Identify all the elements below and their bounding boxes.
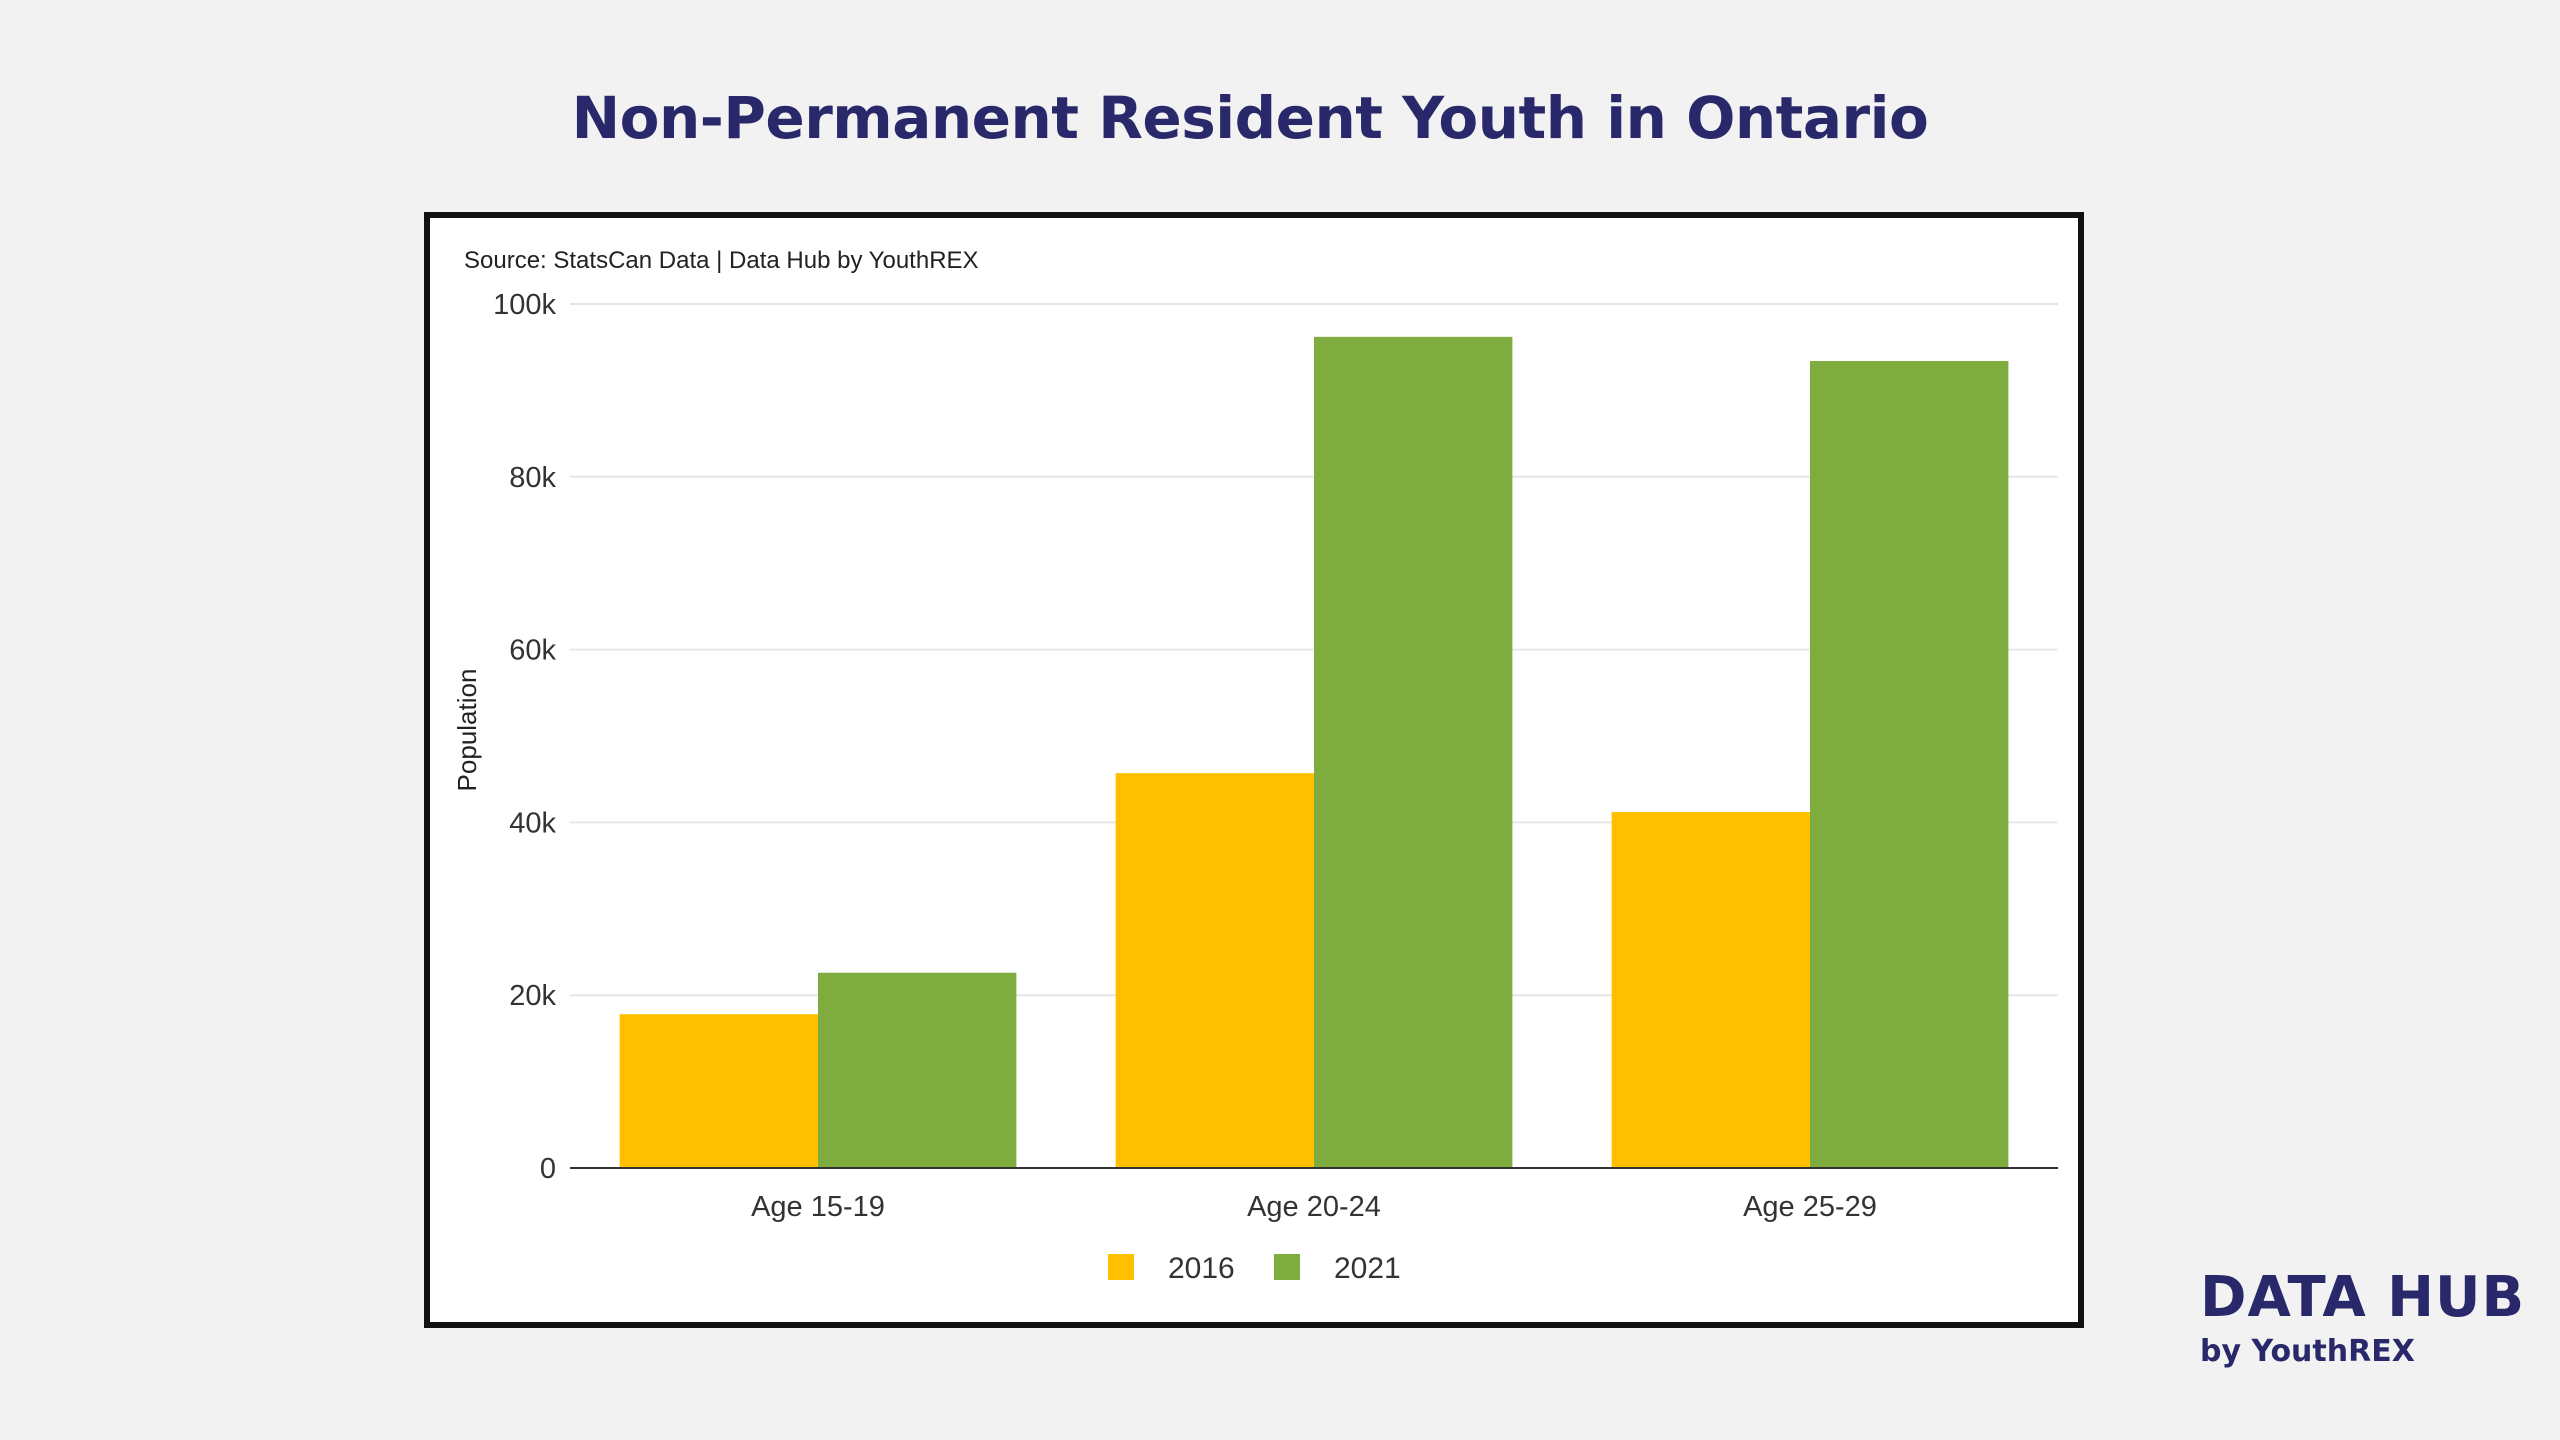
bar-2021-1: [1314, 336, 1513, 1168]
page-title: Non-Permanent Resident Youth in Ontario: [571, 84, 1929, 152]
brand-name: DATA HUB: [2200, 1265, 2526, 1330]
bar-2021-0: [818, 972, 1017, 1168]
x-tick-label: Age 20-24: [1247, 1191, 1381, 1223]
x-axis-ticks: Age 15-19 Age 20-24 Age 25-29: [751, 1191, 1877, 1223]
brand-tagline: by YouthREX: [2200, 1334, 2415, 1369]
bars: [619, 336, 2009, 1168]
y-tick-label: 100k: [493, 289, 556, 321]
x-tick-label: Age 25-29: [1743, 1191, 1877, 1223]
bar-2016-2: [1611, 812, 1810, 1168]
legend-swatch-2021: [1274, 1254, 1300, 1280]
x-tick-label: Age 15-19: [751, 1191, 885, 1223]
bar-2016-0: [619, 1014, 818, 1168]
y-tick-label: 60k: [509, 635, 556, 667]
bar-2021-2: [1810, 361, 2009, 1168]
y-tick-label: 40k: [509, 807, 556, 839]
y-tick-label: 20k: [509, 980, 556, 1012]
legend-label: 2016: [1168, 1252, 1235, 1285]
brand-logo: DATA HUB by YouthREX: [2200, 1268, 2525, 1372]
y-tick-label: 0: [540, 1153, 556, 1185]
y-axis-ticks: 0 20k 40k 60k 80k 100k: [493, 289, 556, 1185]
bar-chart: Source: StatsCan Data | Data Hub by Yout…: [452, 247, 2058, 1285]
legend: 2016 2021: [1108, 1252, 1401, 1285]
legend-swatch-2016: [1108, 1254, 1134, 1280]
chart-frame: Source: StatsCan Data | Data Hub by Yout…: [424, 212, 2084, 1328]
y-tick-label: 80k: [509, 462, 556, 494]
bar-2016-1: [1115, 773, 1314, 1168]
chart-source: Source: StatsCan Data | Data Hub by Yout…: [464, 247, 979, 274]
y-axis-title: Population: [452, 669, 482, 792]
legend-label: 2021: [1334, 1252, 1401, 1285]
